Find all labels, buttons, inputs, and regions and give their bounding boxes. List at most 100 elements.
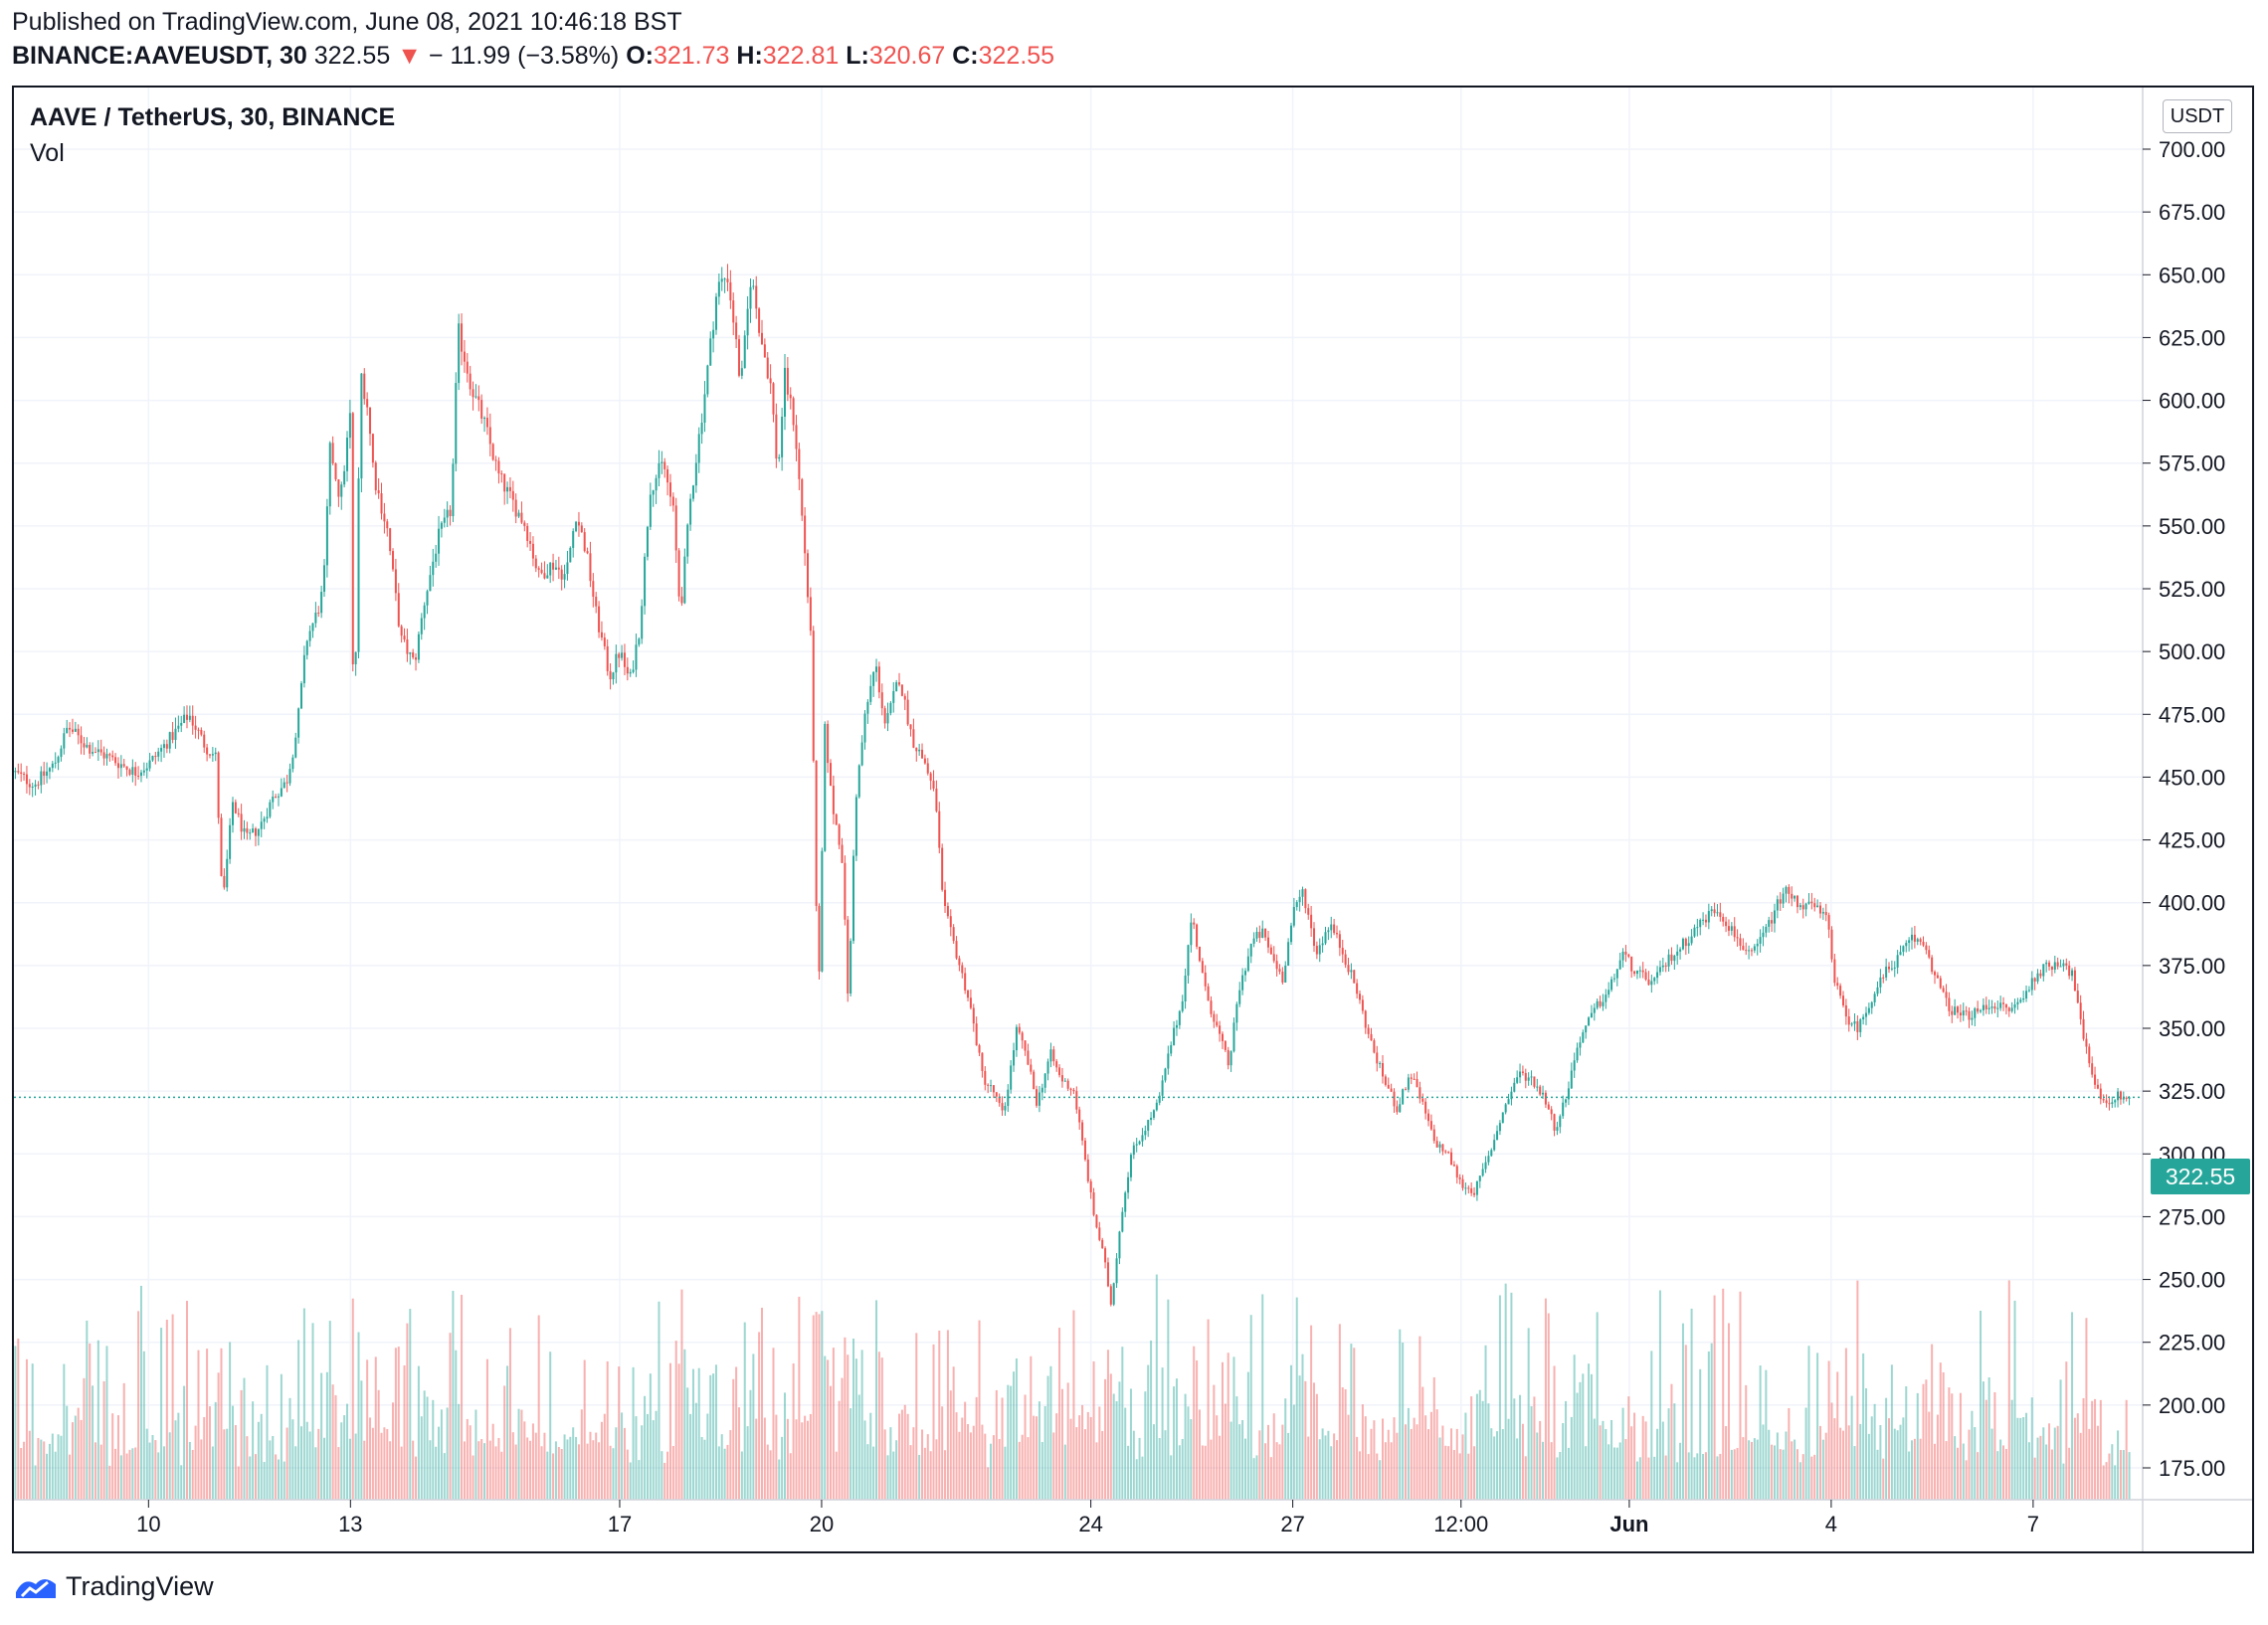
candle-body bbox=[2096, 1084, 2099, 1089]
candle-body bbox=[1393, 1091, 1396, 1107]
volume-bar bbox=[641, 1425, 644, 1500]
candle-body bbox=[1498, 1123, 1501, 1132]
candle-body bbox=[194, 725, 197, 730]
candle-body bbox=[694, 462, 697, 486]
volume-bar bbox=[1676, 1462, 1679, 1500]
grid-lines bbox=[14, 88, 2143, 1500]
candle-body bbox=[23, 774, 26, 776]
volume-bar bbox=[1999, 1439, 2002, 1500]
volume-bar bbox=[2007, 1280, 2010, 1500]
candle-body bbox=[818, 905, 821, 972]
candle-body bbox=[1418, 1087, 1421, 1099]
volume-bar bbox=[458, 1403, 461, 1500]
volume-bar bbox=[2062, 1463, 2065, 1500]
candle-body bbox=[1364, 1010, 1367, 1028]
volume-bar bbox=[1324, 1435, 1327, 1500]
candle-body bbox=[1333, 924, 1336, 934]
volume-bar bbox=[1968, 1429, 1971, 1500]
volume-bar bbox=[128, 1449, 131, 1500]
volume-bar bbox=[1030, 1355, 1033, 1500]
volume-bar bbox=[1118, 1381, 1121, 1500]
currency-button[interactable]: USDT bbox=[2163, 99, 2232, 133]
candle-body bbox=[2050, 966, 2053, 970]
volume-bar bbox=[2036, 1437, 2039, 1500]
time-tick-label: 12:00 bbox=[1433, 1512, 1488, 1536]
candle-body bbox=[1993, 1006, 1996, 1009]
volume-bar bbox=[60, 1435, 63, 1500]
volume-bar bbox=[1850, 1395, 1853, 1500]
candle-body bbox=[1201, 961, 1204, 973]
volume-bar bbox=[194, 1425, 197, 1500]
volume-bar bbox=[131, 1448, 134, 1500]
volume-bar bbox=[1427, 1429, 1430, 1500]
volume-bar bbox=[1911, 1440, 1914, 1500]
candle-body bbox=[28, 784, 31, 788]
volume-bar bbox=[1982, 1381, 1984, 1500]
candle-body bbox=[1879, 977, 1882, 988]
volume-bar bbox=[1667, 1408, 1670, 1500]
candle-body bbox=[1847, 1016, 1850, 1025]
volume-bar bbox=[1965, 1460, 1968, 1500]
candle-body bbox=[766, 357, 769, 379]
price-chart[interactable]: 700.00675.00650.00625.00600.00575.00550.… bbox=[14, 88, 2252, 1551]
volume-bar bbox=[2013, 1300, 2016, 1500]
candle-body bbox=[1630, 956, 1633, 972]
candle-body bbox=[838, 824, 841, 845]
candle-body bbox=[371, 434, 374, 463]
volume-bar bbox=[1487, 1403, 1490, 1500]
candle-body bbox=[1004, 1106, 1007, 1111]
volume-bar bbox=[1510, 1292, 1513, 1500]
volume-bar bbox=[1481, 1400, 1484, 1500]
candle-body bbox=[231, 802, 234, 825]
volume-bar bbox=[566, 1439, 569, 1500]
volume-bar bbox=[1438, 1437, 1441, 1500]
volume-bar bbox=[1962, 1443, 1965, 1500]
candle-body bbox=[429, 575, 432, 592]
chart-panel[interactable]: 700.00 675.00 650.00 625.00 600.00 575.00 550.… bbox=[12, 86, 2254, 1553]
candle-body bbox=[1612, 978, 1615, 980]
volume-bar bbox=[1862, 1353, 1865, 1500]
candle-body bbox=[1467, 1187, 1470, 1189]
volume-bar bbox=[863, 1420, 866, 1500]
volume-legend[interactable]: Vol bbox=[30, 139, 65, 167]
volume-bar bbox=[952, 1366, 955, 1500]
candle-body bbox=[191, 715, 194, 726]
volume-bar bbox=[2102, 1465, 2105, 1500]
tradingview-footer[interactable]: TradingView bbox=[14, 1571, 214, 1602]
volume-bar bbox=[455, 1350, 458, 1500]
candle-body bbox=[474, 396, 477, 398]
volume-bar bbox=[415, 1456, 418, 1500]
candle-body bbox=[841, 844, 844, 863]
candle-body bbox=[632, 669, 635, 672]
price-tick-label: 625.00 bbox=[2159, 325, 2225, 350]
volume-bar bbox=[237, 1466, 240, 1500]
volume-bar bbox=[1370, 1428, 1373, 1500]
chart-legend-title[interactable]: AAVE / TetherUS, 30, BINANCE bbox=[30, 103, 396, 131]
volume-bar bbox=[969, 1432, 972, 1500]
volume-bar bbox=[1330, 1446, 1333, 1500]
volume-bar bbox=[1867, 1433, 1870, 1500]
volume-bar bbox=[1942, 1371, 1945, 1500]
volume-bar bbox=[632, 1366, 635, 1500]
candle-body bbox=[294, 737, 297, 758]
candle-body bbox=[51, 763, 54, 769]
price-tick-label: 225.00 bbox=[2159, 1331, 2225, 1355]
volume-bar bbox=[1521, 1423, 1524, 1500]
volume-bar bbox=[83, 1377, 86, 1500]
volume-bar bbox=[105, 1346, 108, 1500]
candle-body bbox=[1081, 1122, 1084, 1141]
candle-body bbox=[1052, 1049, 1055, 1062]
candle-body bbox=[1873, 993, 1876, 1002]
candle-body bbox=[743, 335, 746, 369]
volume-bar bbox=[440, 1409, 443, 1500]
candle-body bbox=[31, 786, 34, 788]
candle-body bbox=[1818, 905, 1821, 914]
candle-body bbox=[389, 528, 392, 552]
candle-body bbox=[1046, 1061, 1049, 1074]
volume-bar bbox=[1115, 1401, 1118, 1500]
volume-bar bbox=[1379, 1460, 1382, 1500]
candle-body bbox=[723, 278, 726, 280]
volume-bar bbox=[540, 1446, 543, 1500]
candle-body bbox=[1379, 1063, 1382, 1065]
volume-bar bbox=[500, 1451, 503, 1500]
